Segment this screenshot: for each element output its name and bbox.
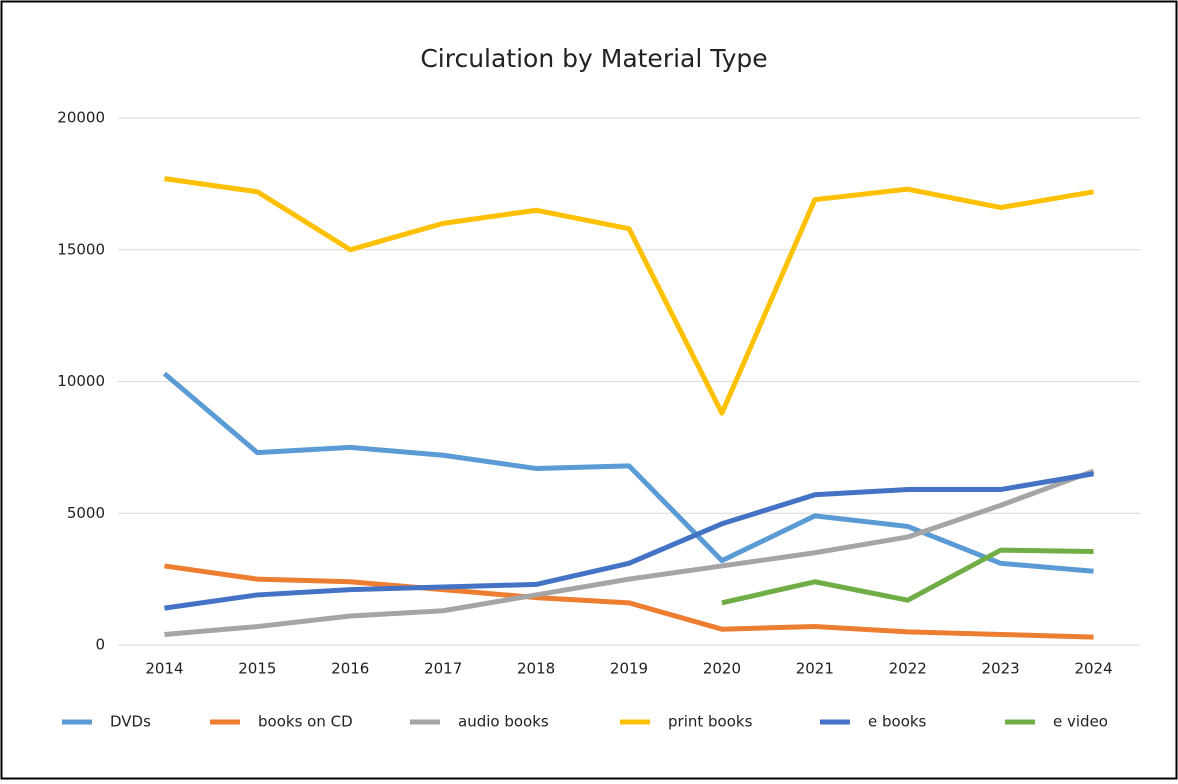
legend-label: e books: [868, 713, 927, 731]
y-tick-label: 10000: [57, 372, 105, 390]
legend-label: print books: [668, 713, 753, 731]
x-tick-label: 2023: [982, 660, 1020, 678]
legend-label: audio books: [458, 713, 549, 731]
series-line: [164, 468, 1095, 637]
x-tick-label: 2015: [238, 660, 276, 678]
x-tick-label: 2017: [424, 660, 462, 678]
legend-label: e video: [1053, 713, 1108, 731]
series-line: [164, 471, 1094, 611]
x-tick-label: 2021: [796, 660, 834, 678]
series-line: [721, 547, 1094, 606]
y-tick-label: 15000: [57, 240, 105, 258]
x-tick-label: 2016: [331, 660, 369, 678]
x-tick-label: 2019: [610, 660, 648, 678]
x-tick-label: 2024: [1074, 660, 1112, 678]
series-line: [162, 371, 1094, 574]
series-line: [164, 563, 1094, 640]
legend-label: books on CD: [258, 713, 353, 731]
legend-label: DVDs: [110, 713, 151, 731]
y-tick-label: 0: [95, 636, 105, 654]
y-tick-label: 20000: [57, 109, 105, 127]
x-tick-label: 2022: [889, 660, 927, 678]
x-tick-label: 2018: [517, 660, 555, 678]
y-tick-label: 5000: [67, 504, 105, 522]
x-tick-label: 2020: [703, 660, 741, 678]
x-tick-label: 2014: [145, 660, 183, 678]
series-line: [164, 176, 1094, 416]
chart-title: Circulation by Material Type: [420, 44, 767, 73]
